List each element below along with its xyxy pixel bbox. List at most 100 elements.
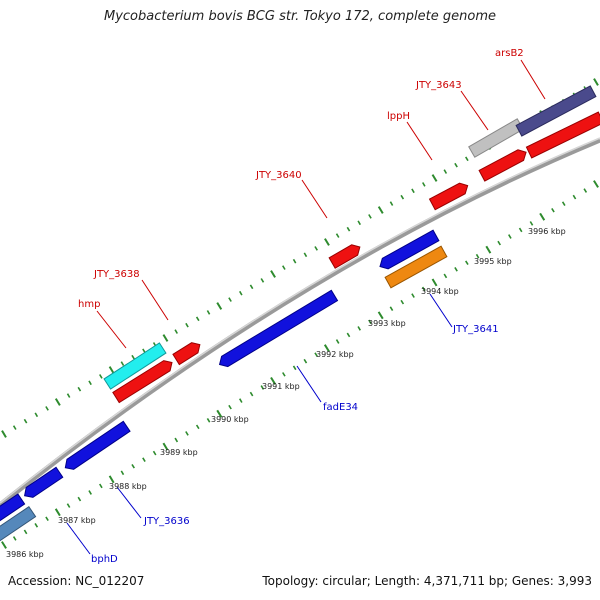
gene-label-arsb2: arsB2 [495, 48, 524, 59]
jty-3641-neighbor-gene-arrow[interactable] [377, 229, 440, 272]
inner-scale-tick [228, 404, 232, 410]
jty-3644-gene-arrow[interactable] [478, 147, 529, 182]
outer-scale-tick [131, 354, 135, 360]
outer-scale-tick [99, 374, 103, 379]
inner-scale-tick [561, 201, 566, 207]
outer-scale-tick [34, 412, 39, 418]
gene-label-hmp: hmp [78, 299, 100, 310]
outer-scale-tick [411, 188, 415, 194]
outer-scale-tick [66, 393, 71, 398]
outer-scale-tick [120, 361, 125, 366]
arsb2-gene-arrow[interactable] [515, 85, 597, 137]
inner-scale-tick [303, 358, 308, 364]
outer-scale-tick [239, 290, 243, 296]
inner-scale-tick [54, 508, 61, 517]
gene-labels: hmp JTY_3638 JTY_3640 lppH JTY_3643 arsB… [78, 48, 524, 565]
jty-3640-gene-arrow[interactable] [328, 242, 363, 269]
inner-scale-tick [23, 529, 28, 535]
outer-scale-tick [357, 220, 361, 226]
outer-scale-tick [249, 284, 254, 290]
jty-3635-gene-arrow[interactable] [21, 466, 64, 500]
outer-scale-tick [346, 226, 351, 232]
inner-scale-tick [485, 245, 492, 254]
jty-3639-gene-arrow[interactable] [172, 339, 203, 366]
inner-scale-tick [346, 332, 351, 338]
outer-scale-tick [282, 265, 286, 270]
inner-scale-tick [323, 344, 330, 353]
scale-label-3994: 3994 kbp [421, 287, 459, 296]
jty-3638-gene-arrow[interactable] [112, 357, 175, 404]
scale-label-3991: 3991 kbp [262, 382, 300, 391]
inner-scale-tick [497, 240, 501, 246]
outer-scale-tick [368, 214, 372, 219]
scale-label-3993: 3993 kbp [368, 319, 406, 328]
inner-scale-tick [249, 391, 254, 397]
bphd-gene-arrow[interactable] [0, 506, 37, 542]
outer-scale-tick [88, 380, 92, 386]
map-title: Mycobacterium bovis BCG str. Tokyo 172, … [104, 9, 496, 24]
inner-scale-tick [45, 516, 49, 522]
outer-scale-tick [335, 233, 340, 238]
outer-scale-tick [216, 302, 223, 310]
outer-scale-tick [422, 182, 426, 187]
outer-scale-tick [12, 425, 17, 430]
inner-scale-tick [368, 319, 372, 325]
outer-scale-tick [292, 258, 297, 264]
bphd-neighbor-gene-arrow[interactable] [0, 493, 26, 523]
jty-3641-gene-arrow[interactable] [384, 245, 448, 289]
jty-3645-gene-arrow[interactable] [525, 111, 600, 159]
outer-scale-tick [228, 297, 232, 302]
outer-scale-tick [174, 329, 178, 334]
inner-scale-tick [314, 352, 318, 357]
gene-label-jty-3638: JTY_3638 [93, 269, 140, 280]
inner-scale-tick [454, 266, 458, 272]
inner-scale-tick [475, 253, 480, 259]
gene-label-jty-3641: JTY_3641 [452, 324, 499, 335]
scale-label-3990: 3990 kbp [211, 415, 249, 424]
inner-scale-tick [357, 326, 361, 331]
inner-scale-tick [465, 260, 469, 266]
inner-scale-tick [431, 278, 438, 287]
jty-3636-gene-arrow[interactable] [62, 420, 131, 472]
inner-scale-tick [539, 212, 546, 221]
gene-label-jty-3643: JTY_3643 [415, 80, 462, 91]
outer-scale-tick [108, 366, 115, 374]
outer-scale-tick [593, 78, 599, 86]
gene-label-fade34: fadE34 [323, 402, 358, 413]
inner-scale-tick [551, 207, 555, 213]
inner-scale-tick [174, 437, 179, 443]
lpph-gene-arrow[interactable] [428, 180, 471, 211]
inner-scale-tick [77, 496, 82, 502]
scale-label-3996: 3996 kbp [528, 227, 566, 236]
inner-scale-tick [292, 365, 297, 371]
outer-scale-tick [324, 238, 330, 246]
outer-scale-tick [465, 156, 469, 162]
outer-scale-tick [23, 418, 28, 424]
outer-scale-tick [431, 174, 438, 182]
outer-scale-tick [54, 398, 61, 406]
inner-scale-tick [270, 376, 277, 385]
outer-scale-tick [77, 386, 82, 392]
inner-scale-tick [583, 188, 588, 193]
scale-label-3989: 3989 kbp [160, 448, 198, 457]
scale-label-3986: 3986 kbp [6, 550, 44, 559]
inner-scale-tick [99, 483, 103, 489]
inner-scale-tick [195, 424, 200, 430]
fade34-gene-arrow[interactable] [216, 289, 339, 369]
inner-scale-tick [162, 442, 169, 451]
inner-scale-tick [282, 372, 286, 377]
scale-label-3988: 3988 kbp [109, 482, 147, 491]
gene-label-bphd: bphD [91, 554, 118, 565]
outer-scale-tick [162, 334, 169, 342]
inner-scale-tick [131, 463, 135, 469]
inner-scale-tick [443, 273, 448, 279]
inner-scale-tick [377, 311, 384, 320]
gene-label-jty-3636: JTY_3636 [143, 516, 190, 527]
inner-scale-tick [518, 227, 523, 233]
outer-scale-tick [454, 162, 458, 168]
inner-scale-tick [335, 339, 340, 344]
scale-label-3995: 3995 kbp [474, 257, 512, 266]
hmp-gene-arrow[interactable] [103, 342, 167, 390]
gene-features [0, 85, 600, 542]
